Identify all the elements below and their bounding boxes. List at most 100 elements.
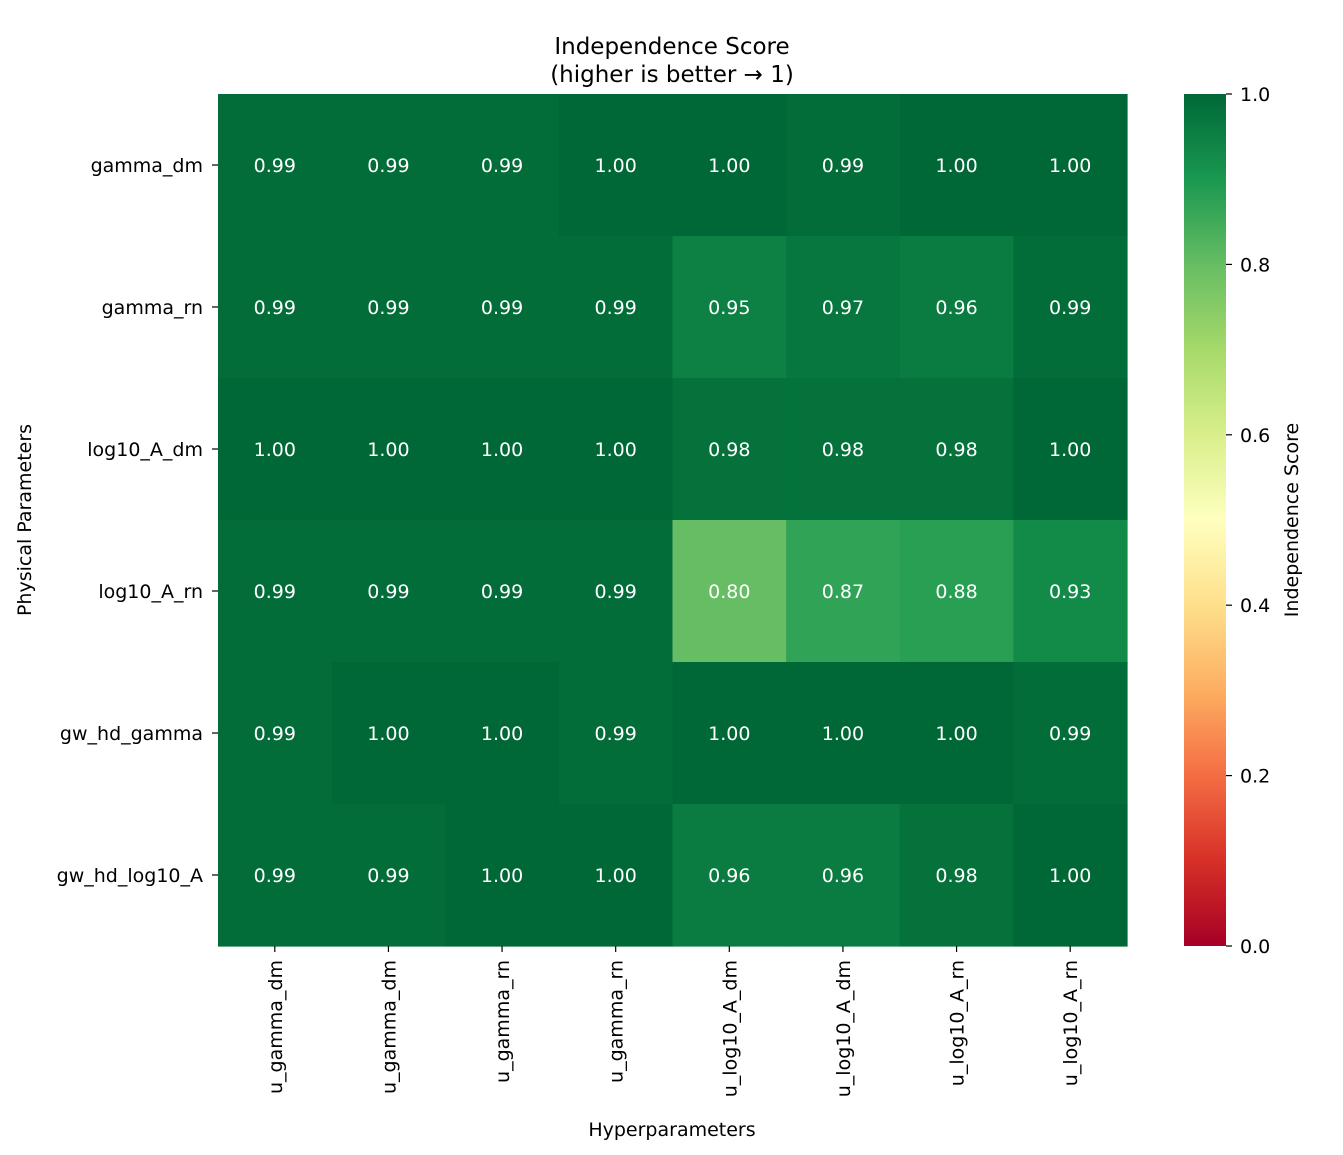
cell-value-label: 0.99	[254, 723, 296, 745]
colorbar-tick-label: 0.2	[1240, 766, 1270, 788]
heatmap-cell	[672, 804, 787, 947]
cell-value-label: 1.00	[1049, 155, 1091, 177]
y-axis-label: Physical Parameters	[14, 424, 36, 616]
cell-value-label: 0.88	[935, 581, 977, 603]
heatmap-cell	[331, 804, 446, 947]
cell-value-label: 0.99	[822, 155, 864, 177]
cell-value-label: 0.99	[367, 155, 409, 177]
cell-value-label: 0.99	[254, 155, 296, 177]
colorbar-tick-label: 0.8	[1240, 254, 1270, 276]
cell-value-label: 1.00	[481, 865, 523, 887]
heatmap-cell	[672, 520, 787, 663]
heatmap-cell	[786, 236, 901, 379]
heatmap-cell	[445, 236, 560, 379]
heatmap-cell	[445, 804, 560, 947]
heatmap-cell	[786, 804, 901, 947]
heatmap-cell	[1013, 520, 1128, 663]
cell-value-label: 1.00	[595, 439, 637, 461]
x-tick-label: u_log10_A_dm	[719, 960, 741, 1097]
colorbar-tick-label: 0.4	[1240, 595, 1270, 617]
colorbar-ticks: 0.0 0.2 0.4 0.6 0.8 1.0	[1226, 84, 1270, 958]
cell-value-label: 0.98	[935, 439, 977, 461]
cell-value-label: 0.95	[708, 297, 750, 319]
heatmap-cell	[899, 520, 1014, 663]
cell-value-label: 0.99	[254, 581, 296, 603]
y-tick-label: log10_A_rn	[98, 581, 203, 603]
colorbar-label: Independence Score	[1281, 423, 1303, 617]
cell-value-label: 1.00	[935, 155, 977, 177]
cell-value-label: 0.96	[822, 865, 864, 887]
cell-value-label: 0.93	[1049, 581, 1091, 603]
heatmap-cell	[672, 662, 787, 805]
y-tick-label: gw_hd_gamma	[60, 723, 203, 745]
y-tick-label: log10_A_dm	[87, 439, 203, 461]
heatmap-cell	[672, 236, 787, 379]
heatmap-cell	[445, 378, 560, 521]
heatmap-cell	[218, 662, 333, 805]
heatmap-cell	[331, 236, 446, 379]
cell-value-label: 0.99	[595, 723, 637, 745]
heatmap-cell	[786, 662, 901, 805]
cell-value-label: 0.99	[254, 865, 296, 887]
heatmap-cell	[672, 378, 787, 521]
cell-value-label: 0.87	[822, 581, 864, 603]
heatmap-cell	[445, 520, 560, 663]
x-tick-label: u_gamma_rn	[606, 960, 628, 1083]
cell-value-label: 0.99	[481, 155, 523, 177]
heatmap-annotations: 0.99 0.99 0.99 1.00 1.00 0.99 1.00 1.00 0.99 0.99…	[254, 155, 1092, 887]
y-tick-label: gamma_rn	[102, 297, 203, 319]
cell-value-label: 0.99	[367, 581, 409, 603]
heatmap-cell	[558, 804, 674, 947]
heatmap-cell	[786, 94, 901, 237]
x-axis-ticks: u_gamma_dm u_gamma_dm u_gamma_rn u_gamma_rn…	[265, 946, 1082, 1097]
cell-value-label: 0.97	[822, 297, 864, 319]
cell-value-label: 1.00	[1049, 865, 1091, 887]
heatmap-cell	[1013, 236, 1128, 379]
x-tick-label: u_log10_A_dm	[833, 960, 855, 1097]
cell-value-label: 1.00	[254, 439, 296, 461]
heatmap-cell	[899, 804, 1014, 947]
y-tick-label: gw_hd_log10_A	[57, 865, 203, 887]
y-tick-label: gamma_dm	[91, 155, 203, 177]
heatmap-cell	[899, 94, 1014, 237]
cell-value-label: 1.00	[708, 723, 750, 745]
heatmap-cell	[558, 520, 674, 663]
cell-value-label: 0.99	[481, 581, 523, 603]
cell-value-label: 0.99	[1049, 297, 1091, 319]
heatmap-cell	[899, 236, 1014, 379]
heatmap-cell	[331, 94, 446, 237]
cell-value-label: 1.00	[1049, 439, 1091, 461]
chart-title-line2: (higher is better → 1)	[550, 62, 794, 88]
heatmap-cell	[786, 520, 901, 663]
cell-value-label: 1.00	[595, 155, 637, 177]
heatmap-cell	[558, 94, 674, 237]
cell-value-label: 0.99	[595, 297, 637, 319]
x-tick-label: u_gamma_dm	[378, 960, 400, 1094]
heatmap-cell	[218, 94, 333, 237]
cell-value-label: 1.00	[935, 723, 977, 745]
chart-title-line1: Independence Score	[554, 34, 789, 60]
x-axis-label: Hyperparameters	[588, 1119, 755, 1141]
x-tick-label: u_log10_A_rn	[1060, 960, 1082, 1086]
cell-value-label: 0.98	[935, 865, 977, 887]
heatmap-cell	[558, 662, 674, 805]
heatmap-cell	[331, 378, 446, 521]
cell-value-label: 1.00	[595, 865, 637, 887]
heatmap-cell	[218, 378, 333, 521]
cell-value-label: 0.96	[708, 865, 750, 887]
heatmap-cell	[899, 378, 1014, 521]
heatmap-cell	[1013, 662, 1128, 805]
cell-value-label: 1.00	[481, 439, 523, 461]
heatmap-cell	[445, 94, 560, 237]
heatmap-cell	[331, 662, 446, 805]
cell-value-label: 1.00	[481, 723, 523, 745]
y-axis-ticks: gamma_dm gamma_rn log10_A_dm log10_A_rn gw_h…	[57, 155, 218, 887]
heatmap-cell	[1013, 94, 1128, 237]
heatmap-cell	[786, 378, 901, 521]
colorbar-tick-label: 0.6	[1240, 425, 1270, 447]
heatmap-cell	[218, 520, 333, 663]
heatmap-cell	[331, 520, 446, 663]
cell-value-label: 0.99	[1049, 723, 1091, 745]
cell-value-label: 1.00	[367, 723, 409, 745]
